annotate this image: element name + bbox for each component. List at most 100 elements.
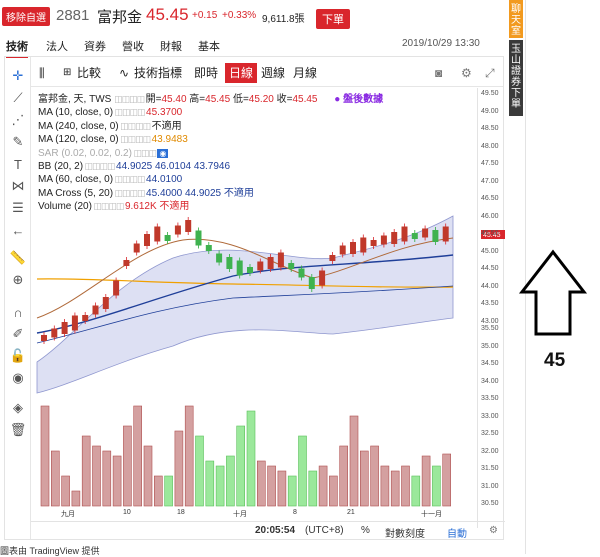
interval-monthly[interactable]: 月線	[293, 66, 318, 80]
candle	[71, 315, 78, 331]
volume-axis-label: 31.50	[481, 465, 499, 472]
candle	[174, 225, 181, 235]
interval-weekly[interactable]: 週線	[261, 66, 286, 80]
camera-icon[interactable]: ◙	[435, 66, 443, 80]
stock-price: 45.45	[146, 5, 189, 24]
tab-financials[interactable]: 財報	[160, 41, 182, 53]
ruler-icon[interactable]: 📏	[9, 250, 27, 265]
time-axis: 九月 10 18 十月 8 21 十一月	[35, 509, 477, 521]
legend-ma240: MA (240, close, 0)	[38, 120, 119, 132]
drawing-toolbar: ✛ ⟋ ⋰ ✎ T ⋈ ☰ ← 📏 ⊕ ∩ ✐ 🔓 ◉ ◈ 🗑	[5, 57, 31, 539]
volume-axis-label: 32.50	[481, 430, 499, 437]
candle	[308, 277, 315, 289]
volume-bar	[411, 475, 421, 507]
compare-icon[interactable]: ⊞	[63, 67, 72, 78]
candle	[82, 315, 89, 321]
broker-order-tab[interactable]: 玉山證券下單	[509, 40, 523, 116]
chat-room-tab[interactable]: 聊天室	[509, 0, 523, 38]
volume-bar	[215, 465, 225, 507]
volume-bar	[432, 465, 441, 507]
volume-bar	[50, 450, 60, 507]
volume-bar	[257, 460, 266, 507]
tab-technical[interactable]: 技術	[6, 38, 28, 58]
auto-scale-toggle[interactable]: 自動	[447, 529, 467, 540]
price-axis-label: 46.50	[481, 195, 499, 202]
text-icon[interactable]: T	[14, 156, 22, 172]
trash-icon[interactable]: 🗑	[9, 422, 27, 437]
close-value: 45.45	[292, 94, 318, 105]
low-value: 45.20	[248, 94, 274, 105]
volume-axis-label: 34.00	[481, 377, 499, 385]
candle	[51, 328, 58, 338]
volume-bar	[359, 450, 369, 507]
legend-ma120: MA (120, close, 0)	[38, 134, 119, 146]
indicators-icon[interactable]: ∿	[119, 66, 130, 80]
lock-icon[interactable]: 🔓	[9, 348, 27, 363]
pencil-lock-icon[interactable]: ✐	[12, 326, 24, 341]
candle	[277, 252, 284, 268]
legend-controls[interactable]: ◫◫◫◫	[114, 94, 146, 104]
fib-icon[interactable]: ☰	[12, 200, 24, 215]
zoom-icon[interactable]: ⊕	[12, 272, 24, 287]
legend-ma-cross: MA Cross (5, 20)	[38, 187, 114, 199]
gear-icon[interactable]: ⚙	[461, 66, 472, 80]
volume-bar	[133, 405, 142, 507]
volume-bar	[226, 455, 235, 507]
tab-margin[interactable]: 資券	[84, 41, 106, 53]
price-axis-label: 44.50	[481, 265, 499, 272]
timezone[interactable]: (UTC+8)	[305, 525, 344, 536]
candle	[442, 226, 449, 242]
tab-bar: 技術 法人 資券 營收 財報 基本 2019/10/29 13:30	[0, 34, 510, 58]
compare-button[interactable]: 比較	[77, 66, 102, 80]
stock-code: 2881	[56, 7, 90, 24]
volume-bar	[298, 435, 307, 507]
eye-icon[interactable]: ◉	[12, 370, 24, 385]
volume-bar	[349, 415, 359, 507]
settings-gear-icon[interactable]: ⚙	[489, 525, 498, 536]
indicators-button[interactable]: 技術指標	[134, 66, 183, 80]
volume-bar	[40, 405, 50, 507]
candle	[113, 280, 120, 296]
volume-axis-label: 32.00	[481, 447, 499, 455]
volume-bar	[123, 425, 132, 507]
candle	[319, 270, 326, 286]
after-hours-label: ● 盤後數據	[334, 94, 384, 105]
candle	[61, 322, 68, 334]
remove-watchlist-button[interactable]: 移除自選	[2, 7, 50, 26]
volume-bar	[195, 435, 204, 507]
log-scale-toggle[interactable]: 對數刻度	[385, 529, 425, 540]
candle	[41, 335, 47, 341]
up-arrow-annotation	[518, 249, 588, 336]
ohlc-row: 富邦金, 天, TWS ◫◫◫◫ 開=45.40 高=45.45 低=45.20…	[38, 94, 384, 105]
percent-toggle[interactable]: %	[361, 525, 370, 536]
tab-institutional[interactable]: 法人	[46, 41, 68, 53]
tab-basic[interactable]: 基本	[198, 41, 220, 53]
candle	[257, 261, 264, 271]
fullscreen-icon[interactable]: ⤢	[485, 66, 495, 80]
interval-intraday[interactable]: 即時	[194, 66, 219, 80]
interval-daily[interactable]: 日線	[225, 63, 258, 83]
back-arrow-icon[interactable]: ←	[11, 222, 25, 238]
pattern-icon[interactable]: ⋈	[11, 178, 25, 193]
volume-axis-label: 30.50	[481, 500, 499, 507]
magnet-icon[interactable]: ∩	[13, 304, 23, 320]
order-button[interactable]: 下單	[316, 9, 350, 29]
volume-bar	[154, 475, 163, 507]
price-axis-label: 49.50	[481, 90, 499, 97]
crosshair-icon[interactable]: ✛	[12, 68, 24, 83]
volume-bar	[92, 445, 101, 507]
pitchfork-icon[interactable]: ⋰	[11, 112, 25, 127]
layers-icon[interactable]: ◈	[13, 400, 23, 415]
candle	[298, 268, 305, 278]
tab-revenue[interactable]: 營收	[122, 41, 144, 53]
volume-bar	[329, 475, 338, 507]
price-chart[interactable]: 45.45	[33, 88, 505, 528]
trendline-icon[interactable]: ⟋	[13, 90, 23, 105]
candles-icon[interactable]: ⫼	[39, 66, 45, 80]
volume-bar	[370, 445, 379, 507]
side-tabs: 聊天室 玉山證券下單	[509, 0, 526, 554]
sar-toggle[interactable]: ◉	[157, 148, 169, 158]
x-label: 九月	[61, 511, 75, 518]
candle	[185, 220, 192, 232]
brush-icon[interactable]: ✎	[12, 134, 24, 149]
